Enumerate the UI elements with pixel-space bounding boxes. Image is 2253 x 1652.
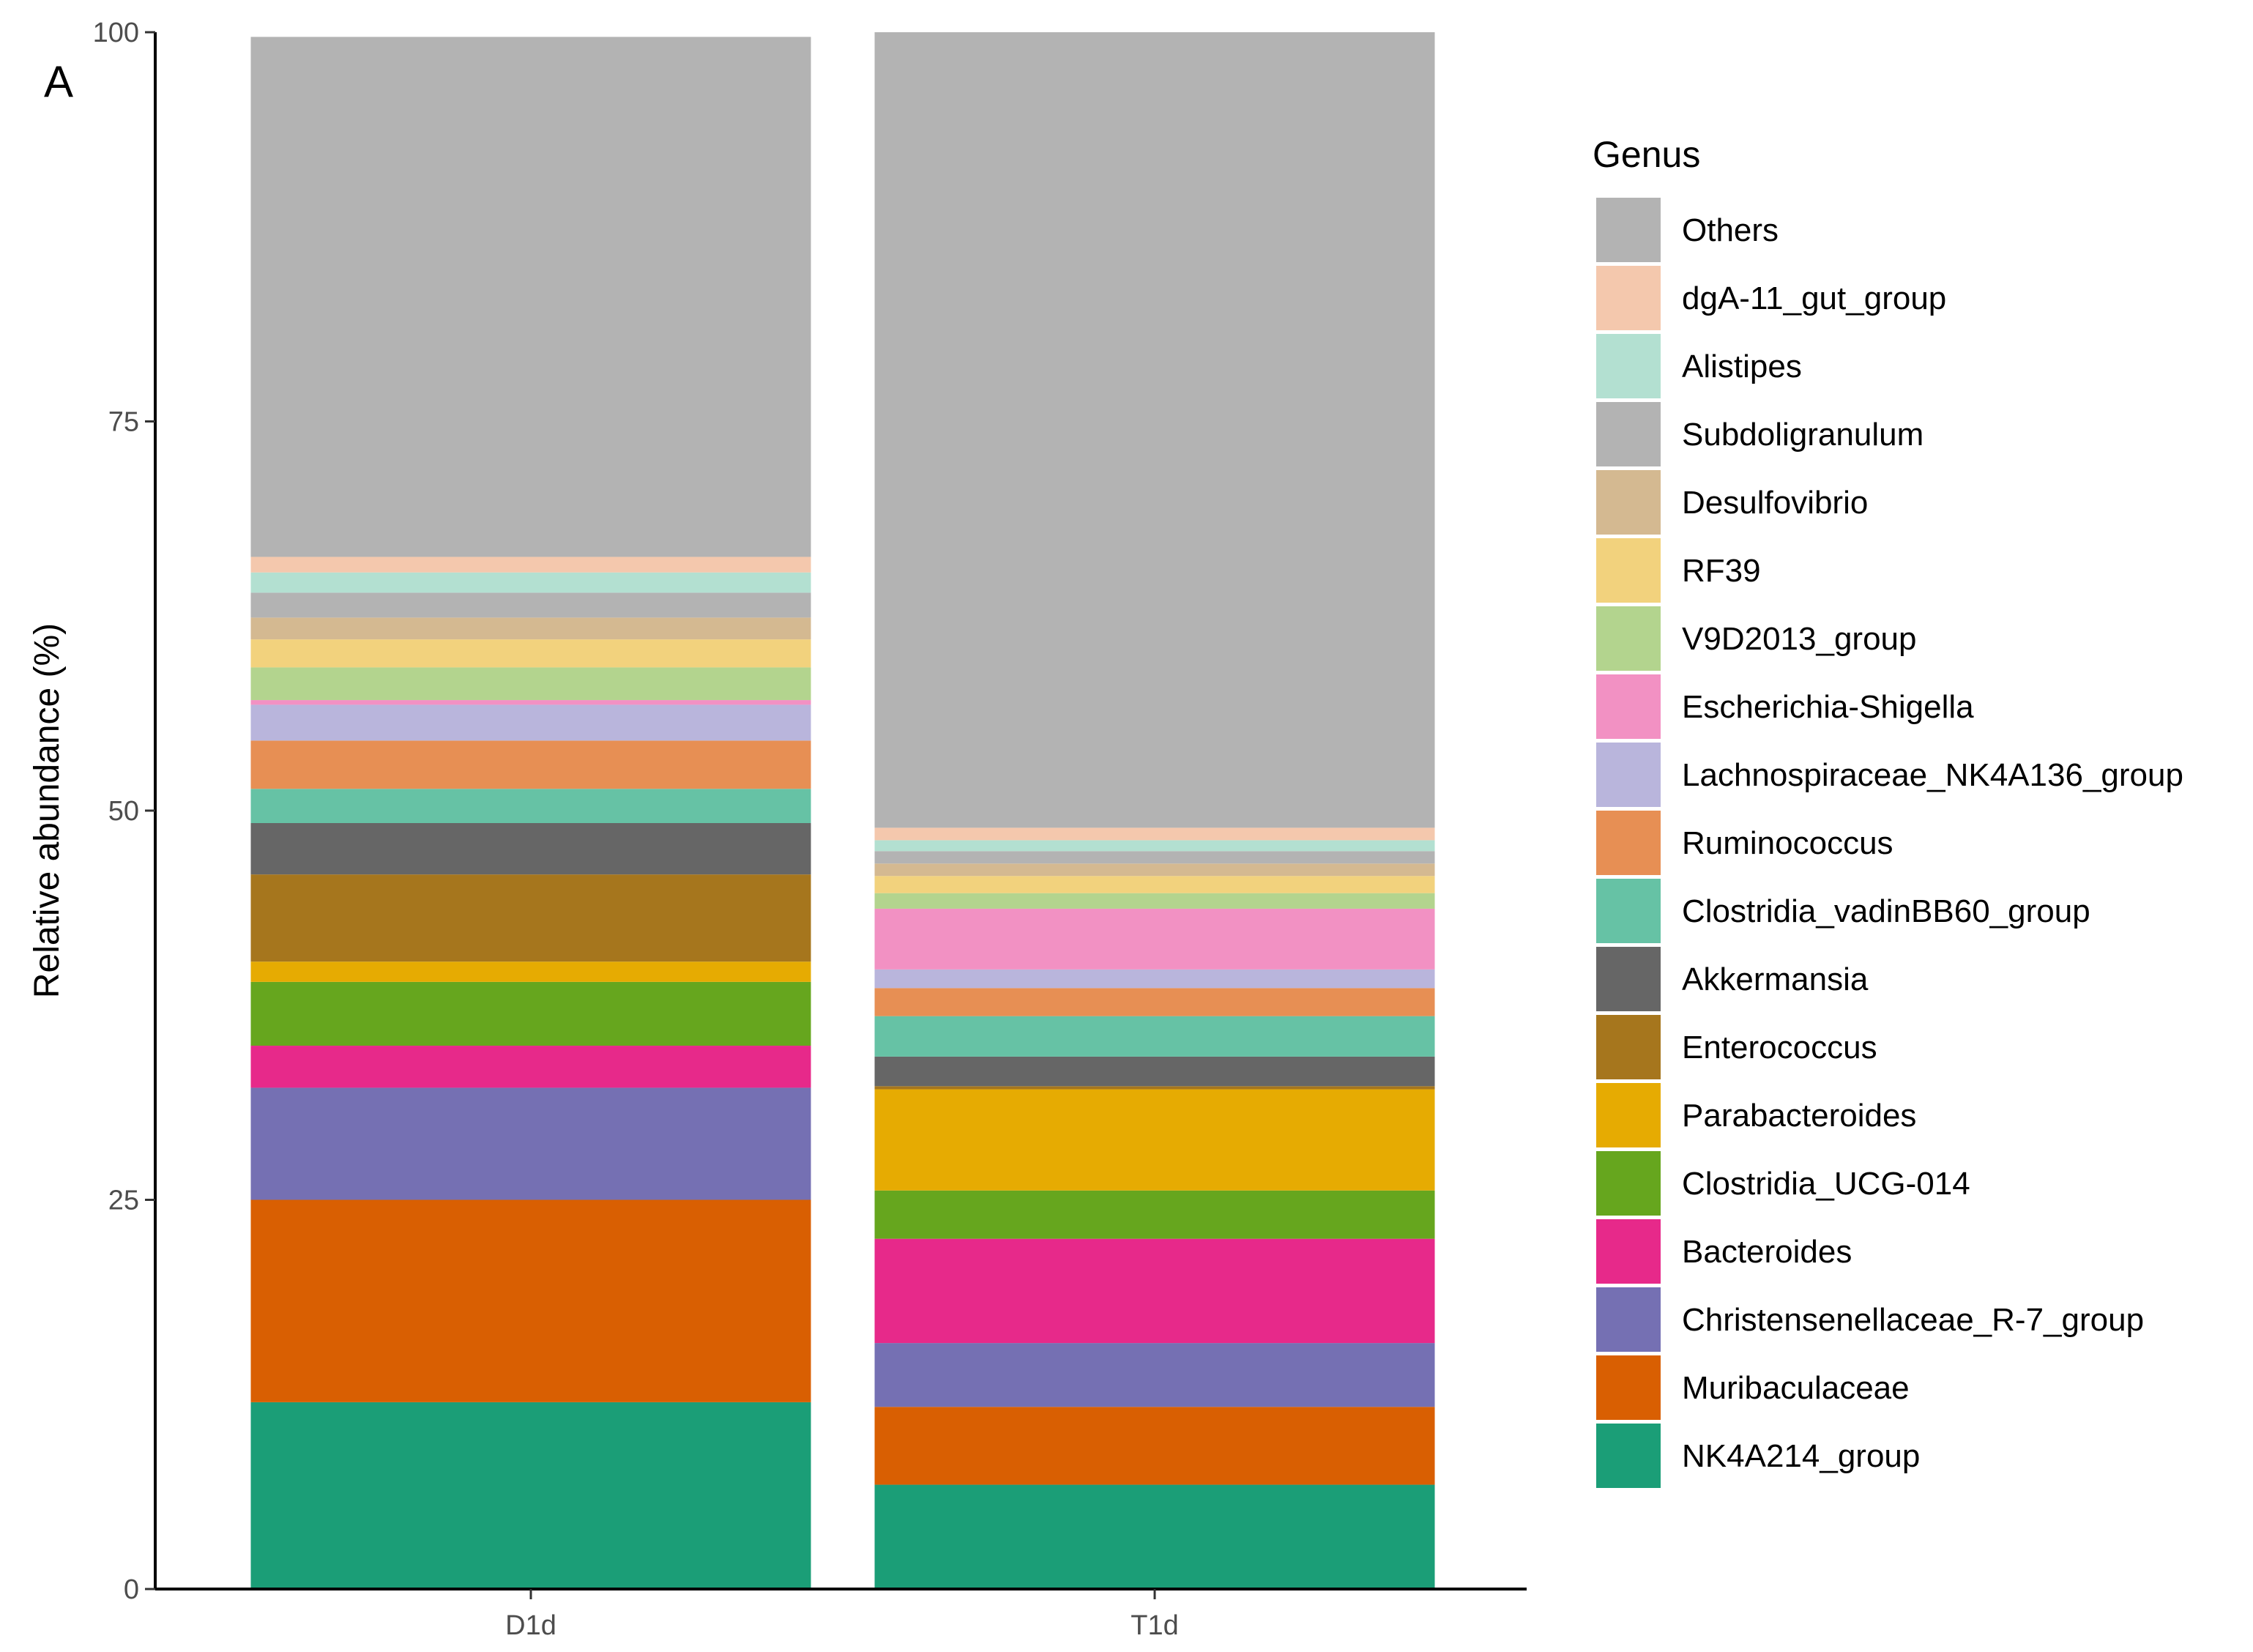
- bar-segment-d1d-bacteroides: [250, 1046, 811, 1088]
- legend-key-dga-11-gut-group: [1596, 266, 1661, 330]
- legend-key-desulfovibrio: [1596, 470, 1661, 535]
- y-axis-title: Relative abundance (%): [28, 623, 67, 998]
- legend-label: dgA-11_gut_group: [1682, 280, 1946, 316]
- legend-key-enterococcus: [1596, 1015, 1661, 1079]
- bar-segment-t1d-rf39: [874, 876, 1435, 893]
- legend-label: Enterococcus: [1682, 1030, 1877, 1065]
- legend-key-subdoligranulum: [1596, 402, 1661, 466]
- legend-label: Christensenellaceae_R-7_group: [1682, 1302, 2144, 1338]
- bar-segment-t1d-v9d2013-group: [874, 893, 1435, 909]
- legend-key-alistipes: [1596, 334, 1661, 398]
- legend-key-bacteroides: [1596, 1219, 1661, 1284]
- bar-segment-d1d-lachnospiraceae-nk4a136-group: [250, 704, 811, 741]
- bar-segment-d1d-rf39: [250, 639, 811, 668]
- bar-segment-t1d-escherichia-shigella: [874, 908, 1435, 970]
- y-tick-label: 0: [124, 1574, 139, 1605]
- bar-segment-d1d-clostridia-ucg-014: [250, 981, 811, 1046]
- y-ticks: 0 25 50 75 100: [93, 18, 155, 1605]
- legend-key-escherichia-shigella: [1596, 674, 1661, 739]
- legend-key-clostridia-ucg-014: [1596, 1151, 1661, 1216]
- y-tick-label: 25: [108, 1186, 139, 1216]
- bar-segment-t1d-christensenellaceae-r-7-group: [874, 1343, 1435, 1407]
- bar-segment-t1d-alistipes: [874, 840, 1435, 852]
- bar-segment-t1d-others: [874, 32, 1435, 828]
- legend-label: Lachnospiraceae_NK4A136_group: [1682, 757, 2183, 793]
- bar-segment-t1d-clostridia-ucg-014: [874, 1190, 1435, 1239]
- legend-label: Bacteroides: [1682, 1234, 1852, 1270]
- legend-label: Ruminococcus: [1682, 825, 1893, 861]
- bar-segment-d1d-others: [250, 37, 811, 557]
- bar-segment-t1d-ruminococcus: [874, 988, 1435, 1016]
- legend-key-christensenellaceae-r-7-group: [1596, 1287, 1661, 1352]
- legend-key-muribaculaceae: [1596, 1355, 1661, 1420]
- legend-key-v9d2013-group: [1596, 606, 1661, 671]
- legend-key-clostridia-vadinbb60-group: [1596, 879, 1661, 943]
- bar-segment-d1d-v9d2013-group: [250, 667, 811, 701]
- legend-label: Akkermansia: [1682, 961, 1869, 997]
- bar-segment-d1d-nk4a214-group: [250, 1402, 811, 1589]
- x-tick-label: T1d: [1131, 1610, 1178, 1641]
- bar-segment-d1d-ruminococcus: [250, 740, 811, 789]
- bar-segment-t1d-desulfovibrio: [874, 863, 1435, 877]
- legend-label: Subdoligranulum: [1682, 417, 1924, 453]
- legend-label: V9D2013_group: [1682, 621, 1916, 657]
- panel-label: A: [44, 57, 73, 106]
- legend-label: Desulfovibrio: [1682, 485, 1868, 521]
- bar-segment-t1d-lachnospiraceae-nk4a136-group: [874, 969, 1435, 989]
- legend-label: Parabacteroides: [1682, 1098, 1916, 1134]
- bar-segment-d1d-dga-11-gut-group: [250, 557, 811, 573]
- bar-segment-t1d-nk4a214-group: [874, 1484, 1435, 1589]
- legend-label: RF39: [1682, 553, 1761, 589]
- bar-segment-t1d-dga-11-gut-group: [874, 827, 1435, 841]
- legend-label: Muribaculaceae: [1682, 1370, 1910, 1406]
- legend-label: Escherichia-Shigella: [1682, 689, 1974, 725]
- legend-label: Clostridia_vadinBB60_group: [1682, 893, 2090, 929]
- bar-segment-d1d-clostridia-vadinbb60-group: [250, 789, 811, 824]
- legend-label: Clostridia_UCG-014: [1682, 1166, 1970, 1202]
- legend-key-ruminococcus: [1596, 811, 1661, 875]
- bar-segment-t1d-clostridia-vadinbb60-group: [874, 1016, 1435, 1057]
- legend-label: Alistipes: [1682, 349, 1802, 384]
- legend-key-rf39: [1596, 538, 1661, 603]
- bar-segment-d1d-escherichia-shigella: [250, 700, 811, 705]
- y-tick-label: 75: [108, 407, 139, 438]
- legend-key-others: [1596, 198, 1661, 262]
- legend-label: Others: [1682, 212, 1779, 248]
- x-tick-label: D1d: [505, 1610, 556, 1641]
- bar-segment-d1d-desulfovibrio: [250, 617, 811, 640]
- bar-segment-t1d-akkermansia: [874, 1056, 1435, 1087]
- bar-segment-t1d-muribaculaceae: [874, 1407, 1435, 1485]
- x-ticks: D1d T1d: [505, 1589, 1179, 1641]
- legend-title: Genus: [1593, 134, 1700, 175]
- bar-segment-d1d-enterococcus: [250, 874, 811, 962]
- bar-segment-t1d-enterococcus: [874, 1086, 1435, 1090]
- bar-segment-d1d-christensenellaceae-r-7-group: [250, 1087, 811, 1200]
- legend-key-akkermansia: [1596, 947, 1661, 1011]
- bar-segment-d1d-subdoligranulum: [250, 592, 811, 618]
- bar-segment-t1d-subdoligranulum: [874, 851, 1435, 864]
- legend-key-parabacteroides: [1596, 1083, 1661, 1147]
- y-tick-label: 100: [93, 18, 139, 48]
- y-tick-label: 50: [108, 796, 139, 827]
- bar-segment-d1d-alistipes: [250, 572, 811, 593]
- legend-key-lachnospiraceae-nk4a136-group: [1596, 743, 1661, 807]
- legend: Genus Others dgA-11_gut_group Alistipes Sub…: [1593, 134, 2183, 1488]
- bar-segment-d1d-akkermansia: [250, 823, 811, 875]
- bar-segment-t1d-bacteroides: [874, 1238, 1435, 1344]
- legend-label: NK4A214_group: [1682, 1438, 1920, 1474]
- bars-layer: [250, 32, 1435, 1589]
- bar-segment-d1d-parabacteroides: [250, 961, 811, 982]
- bar-segment-t1d-parabacteroides: [874, 1089, 1435, 1191]
- legend-key-nk4a214-group: [1596, 1424, 1661, 1488]
- bar-segment-d1d-muribaculaceae: [250, 1199, 811, 1402]
